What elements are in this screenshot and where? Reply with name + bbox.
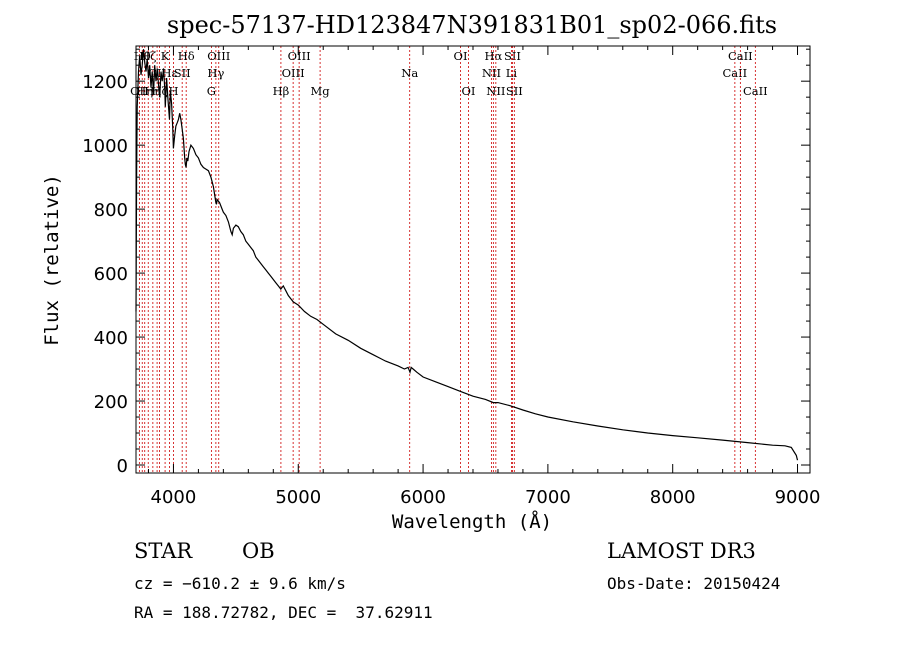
y-tick-label: 200 (94, 392, 128, 413)
line-label: OI (454, 49, 468, 63)
line-label: Hα (484, 49, 502, 63)
y-tick-label: 0 (117, 456, 128, 477)
x-tick-label: 5000 (275, 487, 321, 508)
chart-title: spec-57137-HD123847N391831B01_sp02-066.f… (167, 11, 777, 39)
plot-frame (135, 45, 811, 474)
x-axis-label: Wavelength (Å) (392, 510, 552, 533)
line-label: CaII (722, 66, 747, 80)
line-label: Hη (136, 84, 153, 98)
y-tick-label: 1000 (82, 136, 128, 157)
line-label: Hβ (273, 84, 290, 98)
line-label: NII (482, 66, 501, 80)
line-label: OII (130, 84, 149, 98)
line-label: OIII (288, 49, 311, 63)
line-label: NII (486, 84, 505, 98)
line-label: OIII (282, 66, 305, 80)
line-label: Hγ (207, 66, 224, 80)
line-label: SII (174, 66, 191, 80)
line-label: K (161, 49, 170, 63)
object-class: STAR (134, 539, 193, 563)
y-tick-label: 400 (94, 328, 128, 349)
line-label: OIII (207, 49, 230, 63)
line-label: CaII (743, 84, 768, 98)
line-label: OI (462, 84, 476, 98)
line-label: Hε (161, 66, 177, 80)
line-label: SII (504, 49, 521, 63)
x-tick-label: 6000 (400, 487, 446, 508)
y-tick-label: 1200 (82, 72, 128, 93)
x-tick-label: 9000 (775, 487, 821, 508)
x-tick-label: 4000 (151, 487, 197, 508)
line-label: Mg (311, 84, 331, 98)
axis-ticks: 4000 5000 6000 7000 8000 9000 0 200 400 600 800 100… (82, 46, 820, 508)
line-label: Li (506, 66, 518, 80)
line-label: CaII (728, 49, 753, 63)
coordinates: RA = 188.72782, DEC = 37.62911 (134, 603, 433, 622)
observation-date: Obs-Date: 20150424 (607, 574, 781, 593)
redshift-velocity: cz = −610.2 ± 9.6 km/s (134, 574, 346, 593)
y-tick-label: 800 (94, 200, 128, 221)
x-tick-label: 8000 (650, 487, 696, 508)
line-label: Na (401, 66, 418, 80)
line-label: Hδ (178, 49, 195, 63)
y-axis-label: Flux (relative) (41, 174, 63, 346)
line-label: H (169, 84, 179, 98)
x-tick-label: 7000 (525, 487, 571, 508)
survey-name: LAMOST DR3 (607, 539, 756, 563)
y-tick-label: 600 (94, 264, 128, 285)
object-subclass: OB (242, 539, 275, 563)
spectrum-line (135, 49, 799, 461)
line-label: SII (506, 84, 523, 98)
line-label: G (207, 84, 216, 98)
spectral-line-markers: OIIHθHηHζHηCIIHζKHεHSIIHδGHγOIIIHβOIIIOI… (130, 46, 768, 473)
